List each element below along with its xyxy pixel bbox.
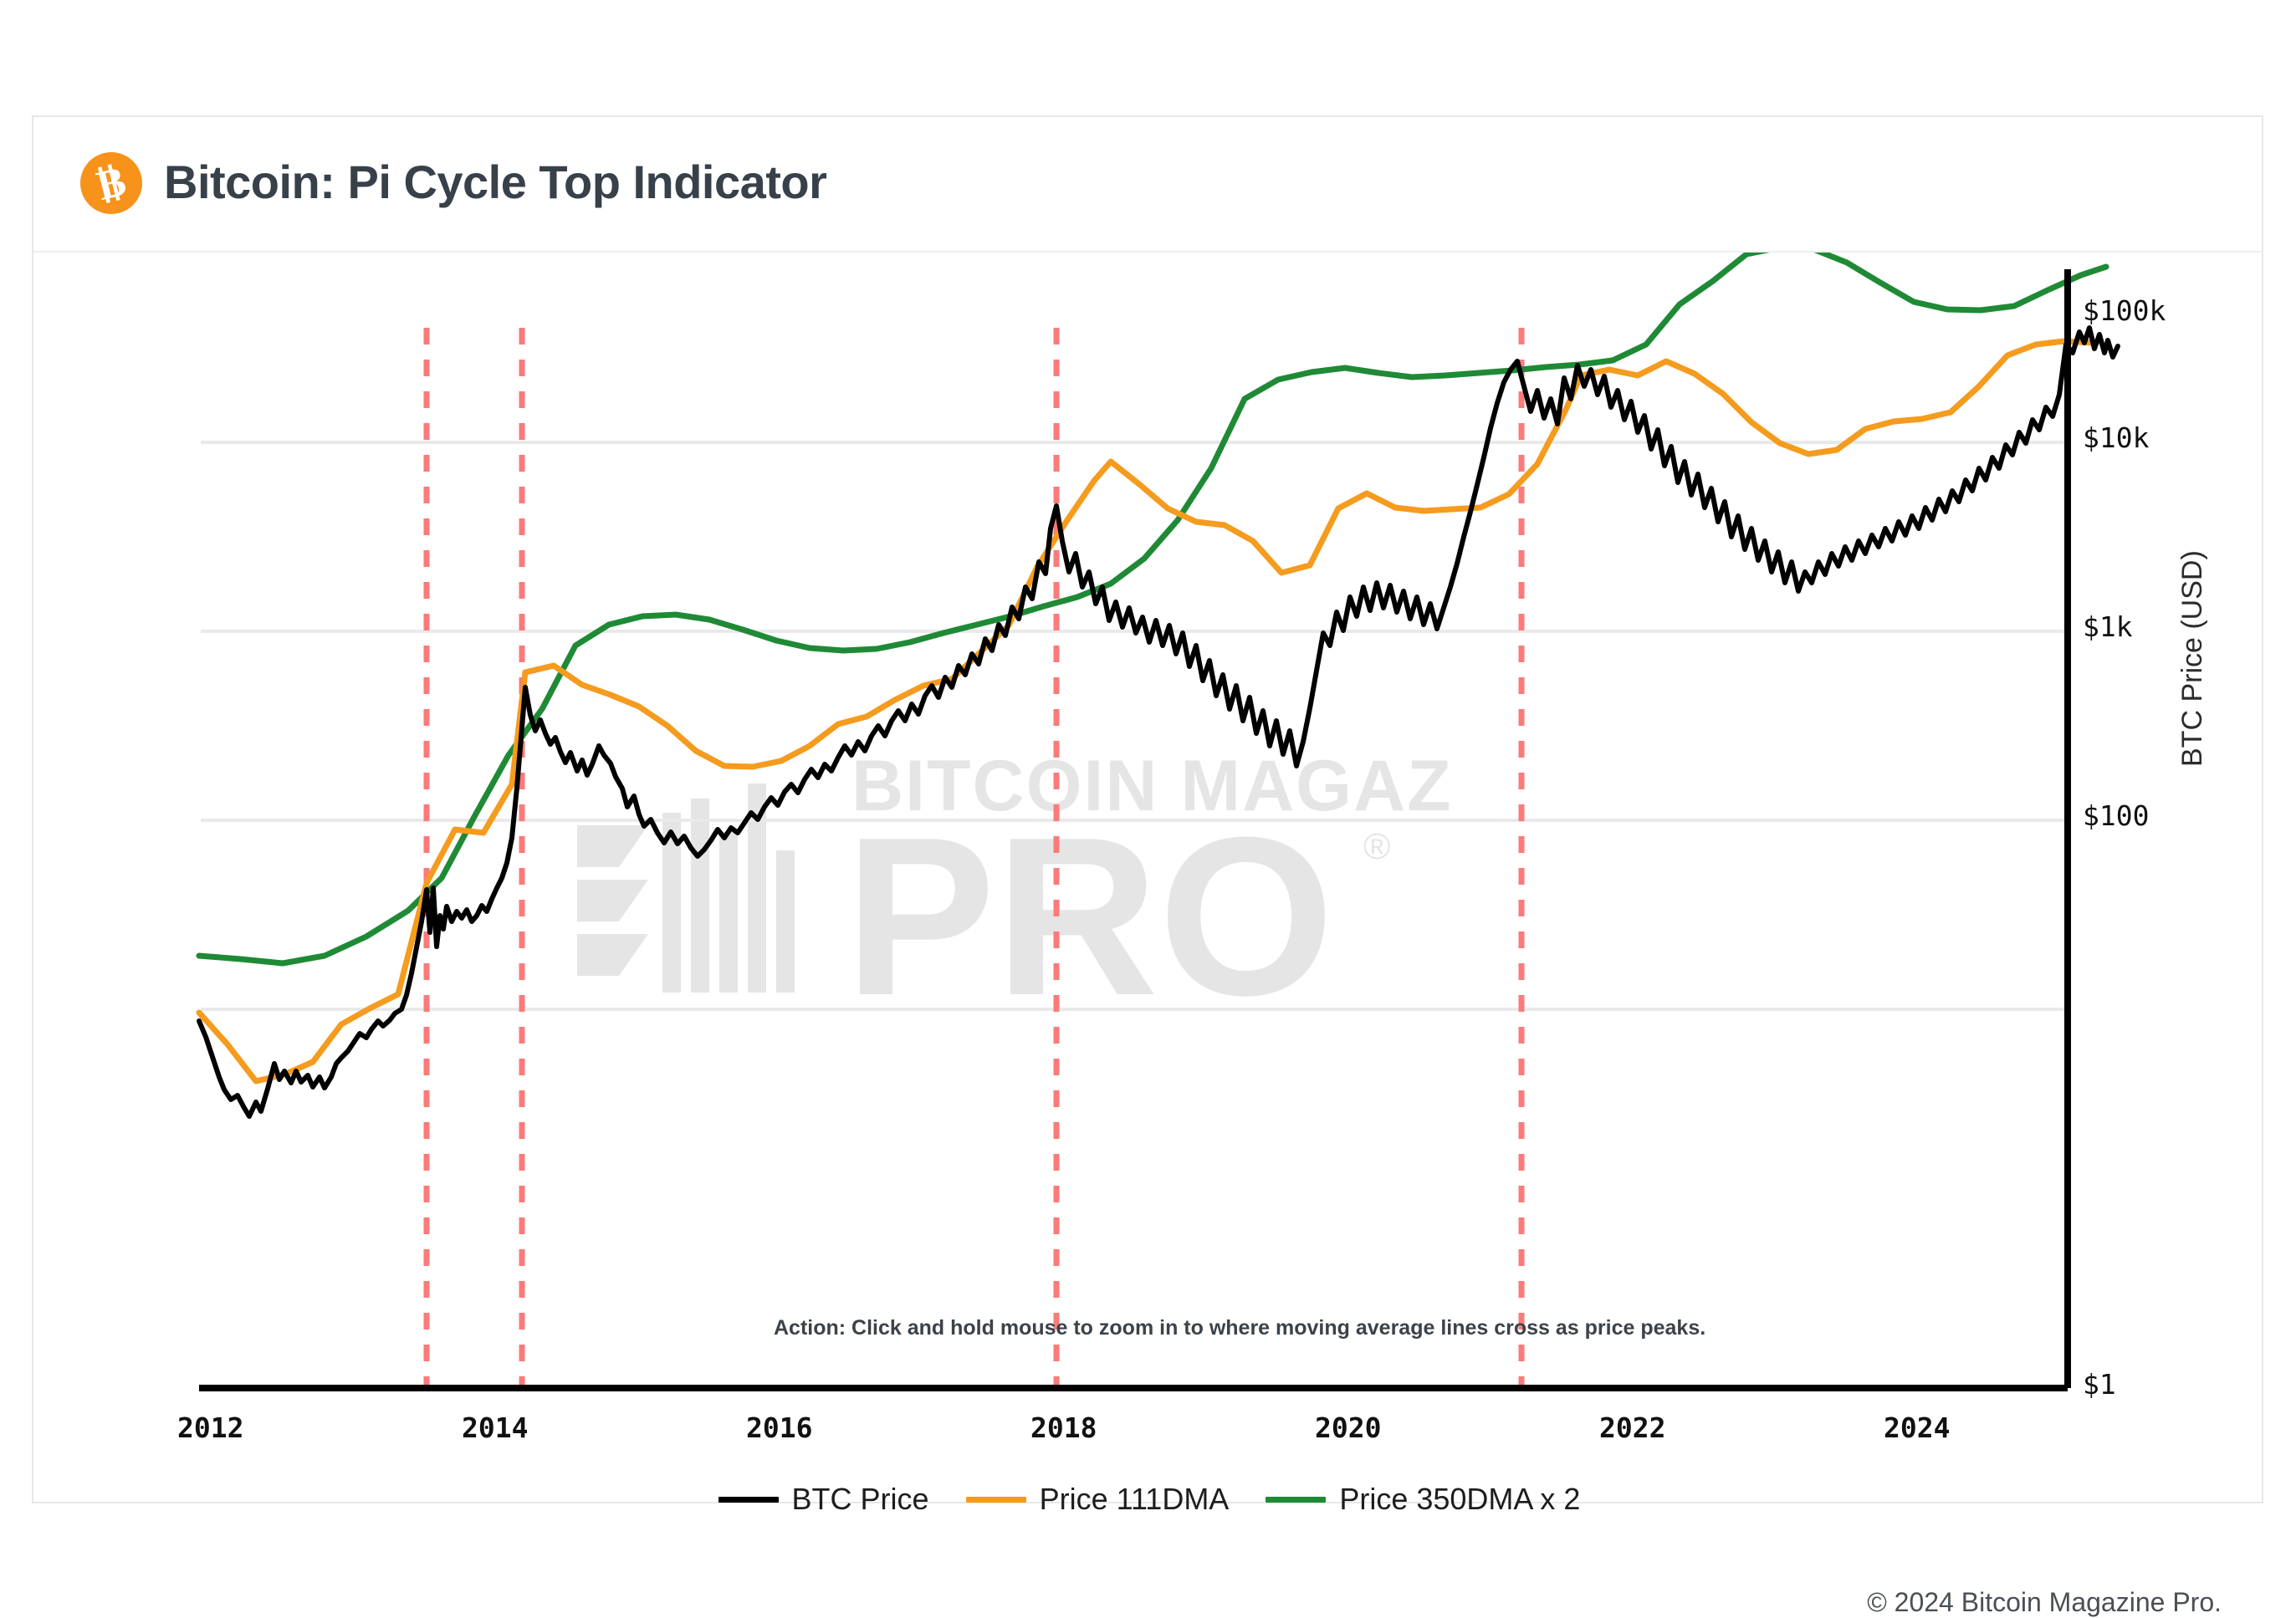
legend-label-111dma: Price 111DMA bbox=[1039, 1482, 1230, 1516]
series-111dma bbox=[196, 338, 2094, 1085]
series-350dma-x2 bbox=[196, 253, 2109, 967]
y-axis-title: BTC Price (USD) bbox=[2176, 550, 2208, 767]
gridlines bbox=[201, 441, 2068, 1011]
axis-spines bbox=[199, 269, 2071, 1391]
price-plot[interactable] bbox=[33, 253, 2265, 1423]
card-header: B Bitcoin: Pi Cycle Top Indicator bbox=[33, 117, 2262, 253]
xtick-2022: 2022 bbox=[1599, 1411, 1666, 1444]
copyright-text: © 2024 Bitcoin Magazine Pro. bbox=[1867, 1587, 2222, 1617]
series-btc-price bbox=[197, 325, 2120, 1119]
ytick-100: $100 bbox=[2083, 799, 2150, 832]
cycle-top-markers bbox=[423, 328, 1525, 1388]
legend-item-350dma-x2[interactable]: Price 350DMA x 2 bbox=[1266, 1482, 1580, 1517]
chart-card: B Bitcoin: Pi Cycle Top Indicator bbox=[32, 115, 2265, 1617]
ytick-10k: $10k bbox=[2083, 421, 2150, 454]
bitcoin-icon: B bbox=[80, 152, 142, 214]
xtick-2018: 2018 bbox=[1030, 1411, 1097, 1444]
xtick-2012: 2012 bbox=[177, 1411, 244, 1444]
legend-item-btc-price[interactable]: BTC Price bbox=[718, 1482, 929, 1517]
xtick-2024: 2024 bbox=[1884, 1411, 1951, 1444]
legend-label-btc-price: BTC Price bbox=[791, 1482, 929, 1516]
xtick-2014: 2014 bbox=[462, 1411, 529, 1444]
ytick-1: $1 bbox=[2083, 1368, 2116, 1401]
legend-item-111dma[interactable]: Price 111DMA bbox=[965, 1482, 1230, 1517]
chart-legend: BTC Price Price 111DMA Price 350DMA x 2 bbox=[33, 1482, 2265, 1517]
xtick-2016: 2016 bbox=[746, 1411, 813, 1444]
xtick-2020: 2020 bbox=[1315, 1411, 1382, 1444]
ytick-100k: $100k bbox=[2083, 294, 2166, 327]
ytick-1k: $1k bbox=[2083, 610, 2133, 643]
legend-swatch-btc-price bbox=[718, 1496, 779, 1503]
legend-label-350dma-x2: Price 350DMA x 2 bbox=[1339, 1482, 1581, 1516]
chart-area[interactable]: BITCOIN MAGAZINE PRO ® bbox=[33, 253, 2265, 1617]
page-title: Bitcoin: Pi Cycle Top Indicator bbox=[164, 156, 827, 208]
action-hint-text: Action: Click and hold mouse to zoom in … bbox=[774, 1316, 1706, 1340]
legend-swatch-111dma bbox=[965, 1496, 1026, 1503]
legend-swatch-350dma-x2 bbox=[1266, 1496, 1327, 1503]
